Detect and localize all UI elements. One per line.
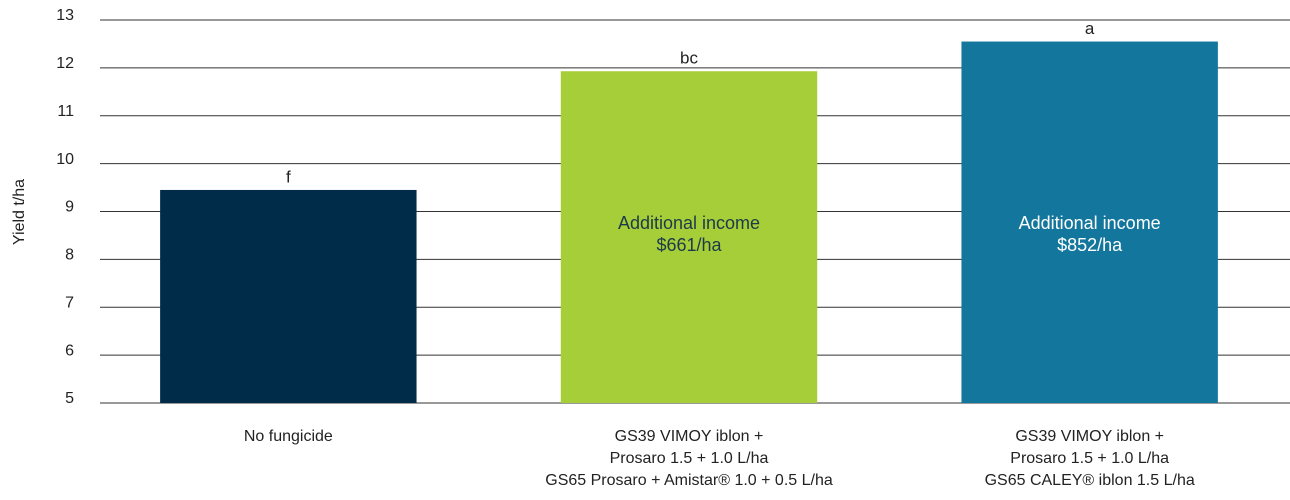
- y-tick-label: 8: [65, 247, 74, 264]
- y-tick-label: 5: [65, 390, 74, 407]
- x-tick-label: GS39 VIMOY iblon +: [1015, 428, 1164, 445]
- x-tick-label: No fungicide: [244, 428, 333, 445]
- x-tick-label: Prosaro 1.5 + 1.0 L/ha: [610, 450, 769, 467]
- y-tick-label: 13: [56, 7, 74, 24]
- significance-letter: a: [1085, 19, 1095, 38]
- x-tick-label: Prosaro 1.5 + 1.0 L/ha: [1010, 450, 1169, 467]
- bar: [560, 71, 818, 403]
- y-tick-label: 10: [56, 151, 74, 168]
- bar: [160, 189, 417, 403]
- bar-note: $661/ha: [656, 235, 722, 255]
- bar-note: Additional income: [618, 213, 760, 233]
- y-tick-label: 7: [65, 294, 74, 311]
- y-tick-label: 9: [65, 199, 74, 216]
- y-tick-label: 11: [57, 103, 74, 120]
- bar: [961, 41, 1218, 403]
- significance-letter: bc: [680, 49, 698, 68]
- x-tick-label: GS65 Prosaro + Amistar® 1.0 + 0.5 L/ha: [545, 472, 833, 489]
- bar-note: Additional income: [1019, 213, 1161, 233]
- y-axis-label: Yield t/ha: [11, 179, 28, 245]
- bar-note: $852/ha: [1057, 235, 1123, 255]
- x-tick-label: GS65 CALEY® iblon 1.5 L/ha: [985, 472, 1195, 489]
- x-tick-label: GS39 VIMOY iblon +: [615, 428, 764, 445]
- y-tick-label: 12: [56, 55, 74, 72]
- significance-letter: f: [286, 167, 291, 186]
- y-tick-label: 6: [65, 342, 74, 359]
